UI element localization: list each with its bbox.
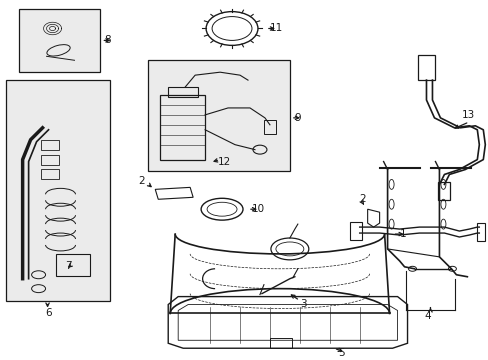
Text: 7: 7 [65,261,72,271]
Bar [41,140,59,150]
Bar [349,222,361,240]
Bar [417,55,435,80]
Text: 3: 3 [299,298,306,309]
Text: 12: 12 [218,157,231,167]
Bar [160,95,204,159]
Text: 9: 9 [294,113,301,123]
Text: 2: 2 [138,176,144,186]
Text: 10: 10 [251,204,264,214]
Text: 6: 6 [45,309,52,319]
Text: 1: 1 [399,229,406,239]
Bar [41,154,59,165]
Bar [476,223,484,241]
Text: 11: 11 [269,23,283,33]
Bar [19,9,100,72]
Text: 13: 13 [461,110,474,120]
Bar [269,338,291,348]
Bar [41,170,59,179]
Bar [148,60,289,171]
Bar [56,254,90,276]
Text: 5: 5 [337,348,344,358]
Bar [168,87,198,97]
Text: 2: 2 [359,194,366,204]
Bar [6,80,110,301]
Bar [264,120,275,134]
Text: 4: 4 [424,311,430,321]
Bar [438,183,449,200]
Text: 8: 8 [104,35,111,45]
